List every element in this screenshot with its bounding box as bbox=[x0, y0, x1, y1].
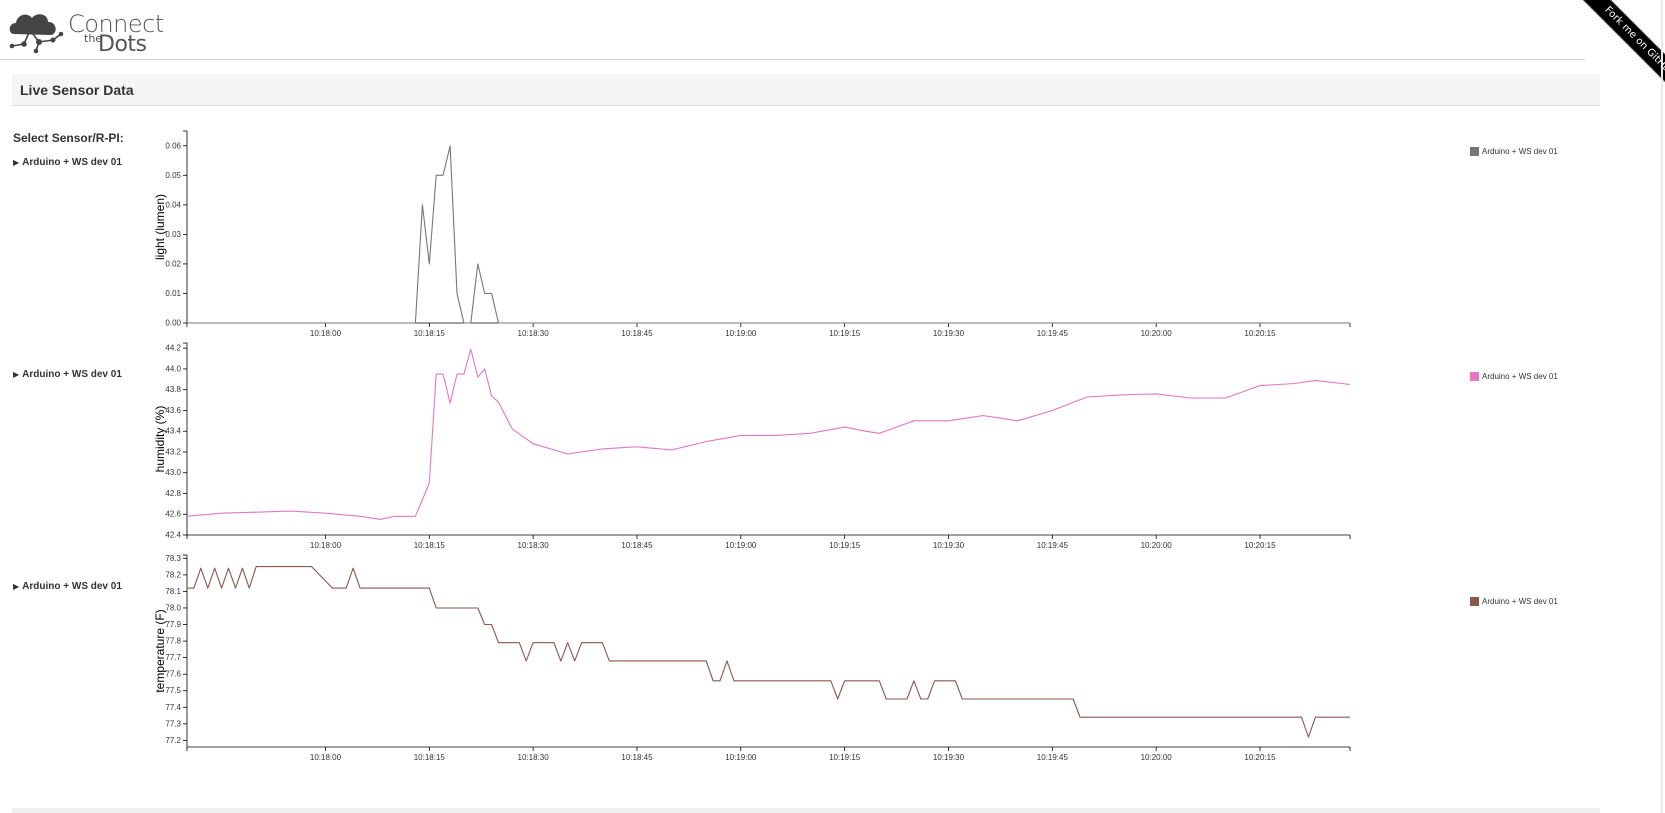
y-tick-label: 43.0 bbox=[165, 468, 181, 477]
y-tick-label: 77.7 bbox=[165, 653, 181, 662]
y-tick-label: 42.8 bbox=[165, 489, 181, 498]
legend-swatch bbox=[1470, 597, 1479, 606]
series-line bbox=[187, 566, 1350, 738]
y-tick-label: 43.2 bbox=[165, 447, 181, 456]
legend-swatch bbox=[1470, 147, 1479, 156]
x-tick-label: 10:19:30 bbox=[933, 329, 965, 338]
y-tick-label: 77.3 bbox=[165, 719, 181, 728]
y-tick-label: 78.0 bbox=[165, 603, 181, 612]
y-tick-label: 44.0 bbox=[165, 364, 181, 373]
x-tick-label: 10:19:00 bbox=[725, 329, 757, 338]
x-tick-label: 10:20:15 bbox=[1244, 753, 1276, 762]
x-tick-label: 10:18:45 bbox=[621, 329, 653, 338]
y-tick-label: 0.02 bbox=[165, 259, 181, 268]
legend-light[interactable]: Arduino + WS dev 01 bbox=[1470, 147, 1558, 156]
y-axis-label: light (lumen) bbox=[153, 194, 167, 260]
x-tick-label: 10:20:00 bbox=[1141, 753, 1173, 762]
x-tick-label: 10:18:45 bbox=[621, 541, 653, 550]
x-tick-label: 10:18:30 bbox=[518, 541, 550, 550]
y-tick-label: 77.9 bbox=[165, 620, 181, 629]
humidity-chart: 42.4 42.6 42.8 43.0 43.2 43.4 43.6 43.8 44.0 44.2… bbox=[153, 342, 1351, 550]
x-tick-label: 10:18:15 bbox=[414, 541, 446, 550]
y-tick-label: 77.8 bbox=[165, 637, 181, 646]
sensor-item-label: Arduino + WS dev 01 bbox=[22, 369, 122, 380]
x-tick-label: 10:20:15 bbox=[1244, 541, 1276, 550]
y-tick-label: 78.2 bbox=[165, 570, 181, 579]
legend-humidity[interactable]: Arduino + WS dev 01 bbox=[1470, 372, 1558, 381]
network-cloud-icon bbox=[9, 14, 64, 54]
logo[interactable]: Connect the Dots bbox=[8, 8, 164, 57]
y-tick-label: 0.06 bbox=[165, 141, 181, 150]
y-axis-label: temperature (F) bbox=[153, 609, 167, 692]
expand-triangle-icon: ▶ bbox=[13, 370, 20, 379]
x-tick-label: 10:18:00 bbox=[310, 541, 342, 550]
y-tick-label: 77.5 bbox=[165, 686, 181, 695]
x-tick-label: 10:20:15 bbox=[1244, 329, 1276, 338]
page-title: Live Sensor Data bbox=[20, 82, 134, 98]
x-tick-label: 10:20:00 bbox=[1141, 541, 1173, 550]
legend-swatch bbox=[1470, 372, 1479, 381]
legend-label: Arduino + WS dev 01 bbox=[1482, 597, 1558, 606]
x-tick-label: 10:19:45 bbox=[1037, 329, 1069, 338]
sensor-item-1[interactable]: ▶ Arduino + WS dev 01 bbox=[13, 157, 122, 168]
y-tick-label: 0.03 bbox=[165, 230, 181, 239]
scrollbar-track[interactable] bbox=[1661, 0, 1663, 813]
x-tick-label: 10:19:15 bbox=[829, 753, 861, 762]
series-line bbox=[186, 348, 1351, 520]
temperature-chart: 77.2 77.3 77.4 77.5 77.6 77.7 77.8 77.9 78.0 78.1… bbox=[153, 554, 1351, 762]
legend-label: Arduino + WS dev 01 bbox=[1482, 147, 1558, 156]
y-tick-label: 43.8 bbox=[165, 385, 181, 394]
x-tick-label: 10:18:45 bbox=[621, 753, 653, 762]
sensor-item-2[interactable]: ▶ Arduino + WS dev 01 bbox=[13, 369, 122, 380]
series-line bbox=[187, 145, 1350, 324]
logo-the-text: the bbox=[84, 32, 103, 45]
x-tick-label: 10:19:30 bbox=[933, 753, 965, 762]
header-divider bbox=[0, 59, 1585, 60]
legend-label: Arduino + WS dev 01 bbox=[1482, 372, 1558, 381]
y-tick-label: 42.4 bbox=[165, 531, 181, 540]
y-tick-label: 0.04 bbox=[165, 200, 181, 209]
x-tick-label: 10:20:00 bbox=[1141, 329, 1173, 338]
sensor-item-label: Arduino + WS dev 01 bbox=[22, 581, 122, 592]
y-tick-label: 77.4 bbox=[165, 703, 181, 712]
panel-bottom bbox=[12, 808, 1600, 813]
y-tick-label: 43.6 bbox=[165, 406, 181, 415]
y-axis-label: humidity (%) bbox=[153, 406, 167, 473]
logo-connect-text: Connect bbox=[68, 10, 164, 38]
x-tick-label: 10:19:15 bbox=[829, 541, 861, 550]
x-tick-label: 10:18:30 bbox=[518, 329, 550, 338]
y-tick-label: 77.2 bbox=[165, 736, 181, 745]
x-tick-label: 10:19:30 bbox=[933, 541, 965, 550]
y-tick-label: 78.3 bbox=[165, 554, 181, 563]
expand-triangle-icon: ▶ bbox=[13, 582, 20, 591]
x-tick-label: 10:18:30 bbox=[518, 753, 550, 762]
legend-temperature[interactable]: Arduino + WS dev 01 bbox=[1470, 597, 1558, 606]
x-tick-label: 10:19:45 bbox=[1037, 541, 1069, 550]
logo-dots-text: Dots bbox=[98, 32, 147, 57]
sensor-select-label: Select Sensor/R-PI: bbox=[13, 131, 124, 145]
x-tick-label: 10:19:00 bbox=[725, 541, 757, 550]
y-tick-label: 77.6 bbox=[165, 670, 181, 679]
sensor-item-label: Arduino + WS dev 01 bbox=[22, 157, 122, 168]
y-tick-label: 43.4 bbox=[165, 427, 181, 436]
sensor-item-3[interactable]: ▶ Arduino + WS dev 01 bbox=[13, 581, 122, 592]
x-tick-label: 10:19:45 bbox=[1037, 753, 1069, 762]
x-tick-label: 10:19:15 bbox=[829, 329, 861, 338]
expand-triangle-icon: ▶ bbox=[13, 158, 20, 167]
y-tick-label: 78.1 bbox=[165, 587, 181, 596]
x-tick-label: 10:18:00 bbox=[310, 753, 342, 762]
x-tick-label: 10:19:00 bbox=[725, 753, 757, 762]
y-tick-label: 42.6 bbox=[165, 510, 181, 519]
panel-heading: Live Sensor Data bbox=[12, 74, 1600, 106]
y-tick-label: 0.05 bbox=[165, 171, 181, 180]
x-tick-label: 10:18:00 bbox=[310, 329, 342, 338]
x-tick-label: 10:18:15 bbox=[414, 329, 446, 338]
y-tick-label: 44.2 bbox=[165, 344, 181, 353]
light-chart: 0.00 0.01 0.02 0.03 0.04 0.05 0.06 light (lumen… bbox=[153, 130, 1351, 338]
y-tick-label: 0.00 bbox=[165, 319, 181, 328]
x-tick-label: 10:18:15 bbox=[414, 753, 446, 762]
y-tick-label: 0.01 bbox=[165, 289, 181, 298]
